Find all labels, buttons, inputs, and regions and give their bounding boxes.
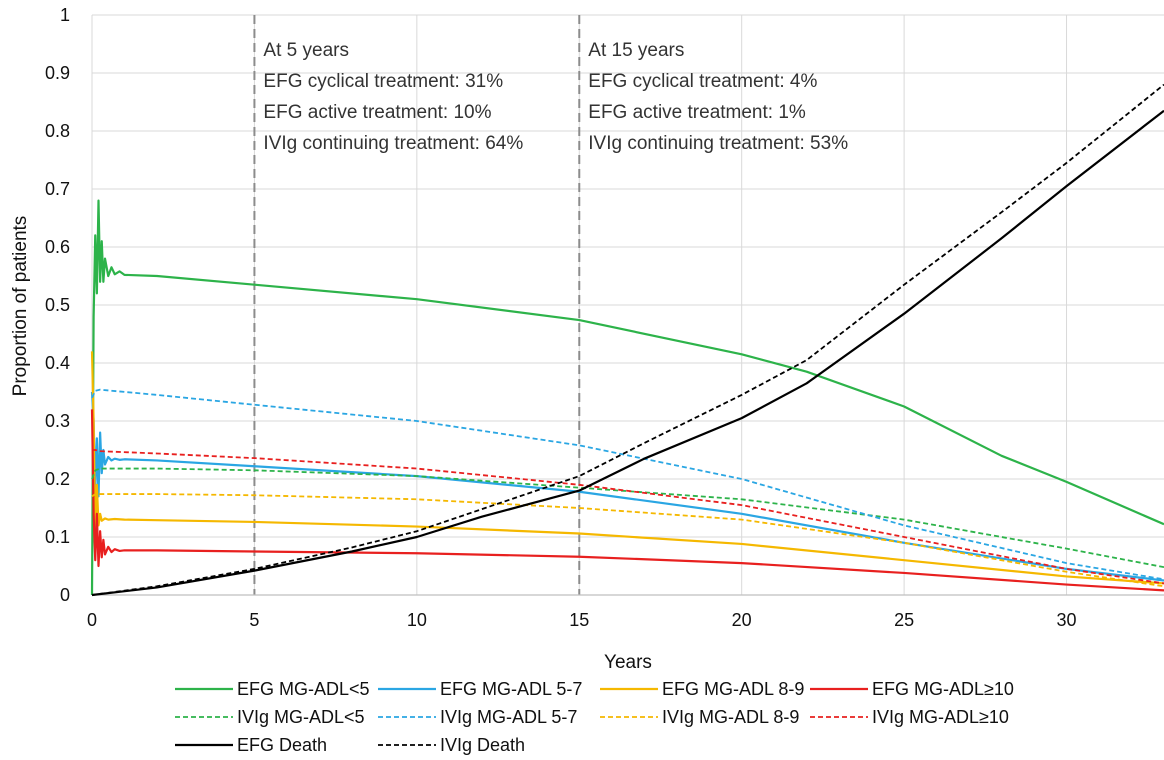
legend-entry: EFG MG-ADL≥10 [810, 679, 1014, 699]
legend-label: EFG MG-ADL 5-7 [440, 679, 582, 699]
y-tick-label: 0.3 [45, 411, 70, 431]
y-tick-label: 0.6 [45, 237, 70, 257]
legend: EFG MG-ADL<5 EFG MG-ADL 5-7 EFG MG-ADL 8-9… [175, 679, 1014, 755]
annotation-line: IVIg continuing treatment: 64% [263, 133, 523, 154]
legend-entry: IVIg MG-ADL≥10 [810, 707, 1009, 727]
legend-label: EFG MG-ADL 8-9 [662, 679, 804, 699]
annotation-line: EFG active treatment: 1% [588, 102, 806, 123]
annotation-line: At 5 years [263, 40, 349, 61]
legend-entry: IVIg MG-ADL 8-9 [600, 707, 799, 727]
legend-label: IVIg MG-ADL 5-7 [440, 707, 577, 727]
legend-entry: IVIg MG-ADL 5-7 [378, 707, 577, 727]
series-line-ivig-mg-adl-8-9 [91, 493, 1164, 588]
legend-label: IVIg MG-ADL≥10 [872, 707, 1009, 727]
series-line-efg-mg-adl-5-7 [90, 391, 1164, 582]
series-line-efg-mg-adl-10 [90, 409, 1164, 592]
annotation-line: EFG cyclical treatment: 4% [588, 71, 817, 92]
legend-entry: EFG Death [175, 735, 327, 755]
annotation-line: IVIg continuing treatment: 53% [588, 133, 848, 154]
legend-entry: EFG MG-ADL 5-7 [378, 679, 582, 699]
legend-entry: EFG MG-ADL<5 [175, 679, 370, 699]
annotation-line: EFG active treatment: 10% [263, 102, 491, 123]
annotation-block: At 15 years EFG cyclical treatment: 4% EFG… [588, 40, 848, 154]
series-line-efg-death [91, 109, 1164, 597]
x-tick-label: 20 [732, 610, 752, 630]
y-tick-label: 1 [60, 5, 70, 25]
series-line-ivig-death [91, 83, 1164, 596]
annotation-block: At 5 years EFG cyclical treatment: 31% EFG… [263, 40, 523, 154]
series-line-ivig-mg-adl-5-7 [91, 388, 1164, 581]
x-tick-label: 30 [1057, 610, 1077, 630]
legend-entry: IVIg MG-ADL<5 [175, 707, 365, 727]
y-tick-label: 0.9 [45, 63, 70, 83]
series-line-ivig-mg-adl-5 [91, 467, 1164, 569]
y-tick-label: 0.7 [45, 179, 70, 199]
x-tick-labels: 0 5 10 15 20 25 30 [87, 610, 1077, 630]
legend-label: IVIg MG-ADL 8-9 [662, 707, 799, 727]
reference-lines [253, 15, 581, 595]
y-axis-label: Proportion of patients [10, 216, 31, 397]
y-tick-label: 0.2 [45, 469, 70, 489]
y-tick-label: 0.4 [45, 353, 70, 373]
annotations: At 5 years EFG cyclical treatment: 31% EFG… [263, 40, 848, 154]
legend-entry: EFG MG-ADL 8-9 [600, 679, 804, 699]
y-tick-label: 0.1 [45, 527, 70, 547]
x-axis-label: Years [604, 652, 652, 673]
annotation-line: At 15 years [588, 40, 684, 61]
x-tick-label: 10 [407, 610, 427, 630]
series-line-efg-mg-adl-5 [90, 199, 1164, 596]
legend-label: EFG MG-ADL≥10 [872, 679, 1014, 699]
gridlines [91, 14, 1164, 596]
legend-entry: IVIg Death [378, 735, 525, 755]
legend-label: IVIg Death [440, 735, 525, 755]
x-tick-label: 5 [249, 610, 259, 630]
legend-label: EFG Death [237, 735, 327, 755]
annotation-line: EFG cyclical treatment: 31% [263, 71, 503, 92]
y-tick-labels: 0 0.1 0.2 0.3 0.4 0.5 0.6 0.7 0.8 0.9 1 [45, 5, 70, 605]
legend-label: IVIg MG-ADL<5 [237, 707, 365, 727]
x-tick-label: 0 [87, 610, 97, 630]
legend-label: EFG MG-ADL<5 [237, 679, 370, 699]
series-line-efg-mg-adl-8-9 [90, 351, 1164, 585]
y-tick-label: 0 [60, 585, 70, 605]
x-tick-label: 25 [894, 610, 914, 630]
series-lines [90, 83, 1164, 597]
x-tick-label: 15 [569, 610, 589, 630]
series-line-ivig-mg-adl-10 [92, 449, 1164, 585]
y-tick-label: 0.8 [45, 121, 70, 141]
y-tick-label: 0.5 [45, 295, 70, 315]
